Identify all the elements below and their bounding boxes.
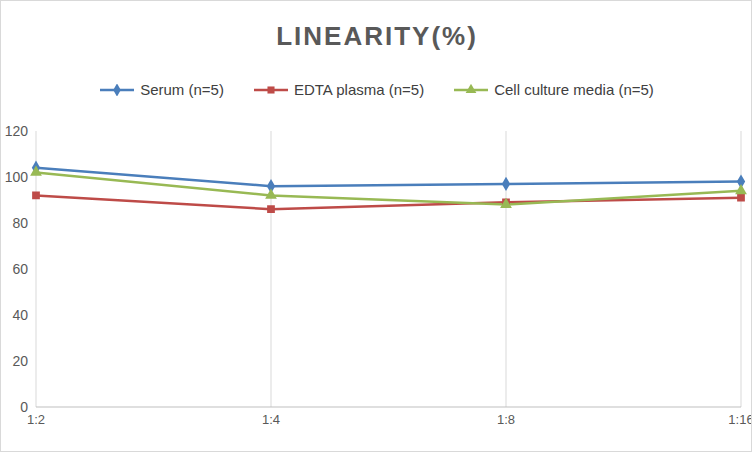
svg-text:80: 80 (12, 215, 28, 231)
svg-text:1:16: 1:16 (728, 412, 744, 427)
svg-text:120: 120 (8, 123, 28, 139)
svg-text:100: 100 (8, 169, 28, 185)
svg-text:0: 0 (20, 399, 28, 415)
html-text:Cell culture media (n=5): Cell culture media (n=5) (494, 81, 654, 98)
svg-text:40: 40 (12, 307, 28, 323)
svg-text:1:2: 1:2 (27, 412, 45, 427)
html-text:Serum (n=5): Serum (n=5) (140, 81, 224, 98)
svg-text:1:4: 1:4 (262, 412, 280, 427)
svg-text:1:8: 1:8 (497, 412, 515, 427)
html-text:EDTA plasma (n=5): EDTA plasma (n=5) (294, 81, 425, 98)
html-text:LINEARITY(%): LINEARITY(%) (276, 21, 478, 51)
svg-text:20: 20 (12, 353, 28, 369)
svg-text:60: 60 (12, 261, 28, 277)
